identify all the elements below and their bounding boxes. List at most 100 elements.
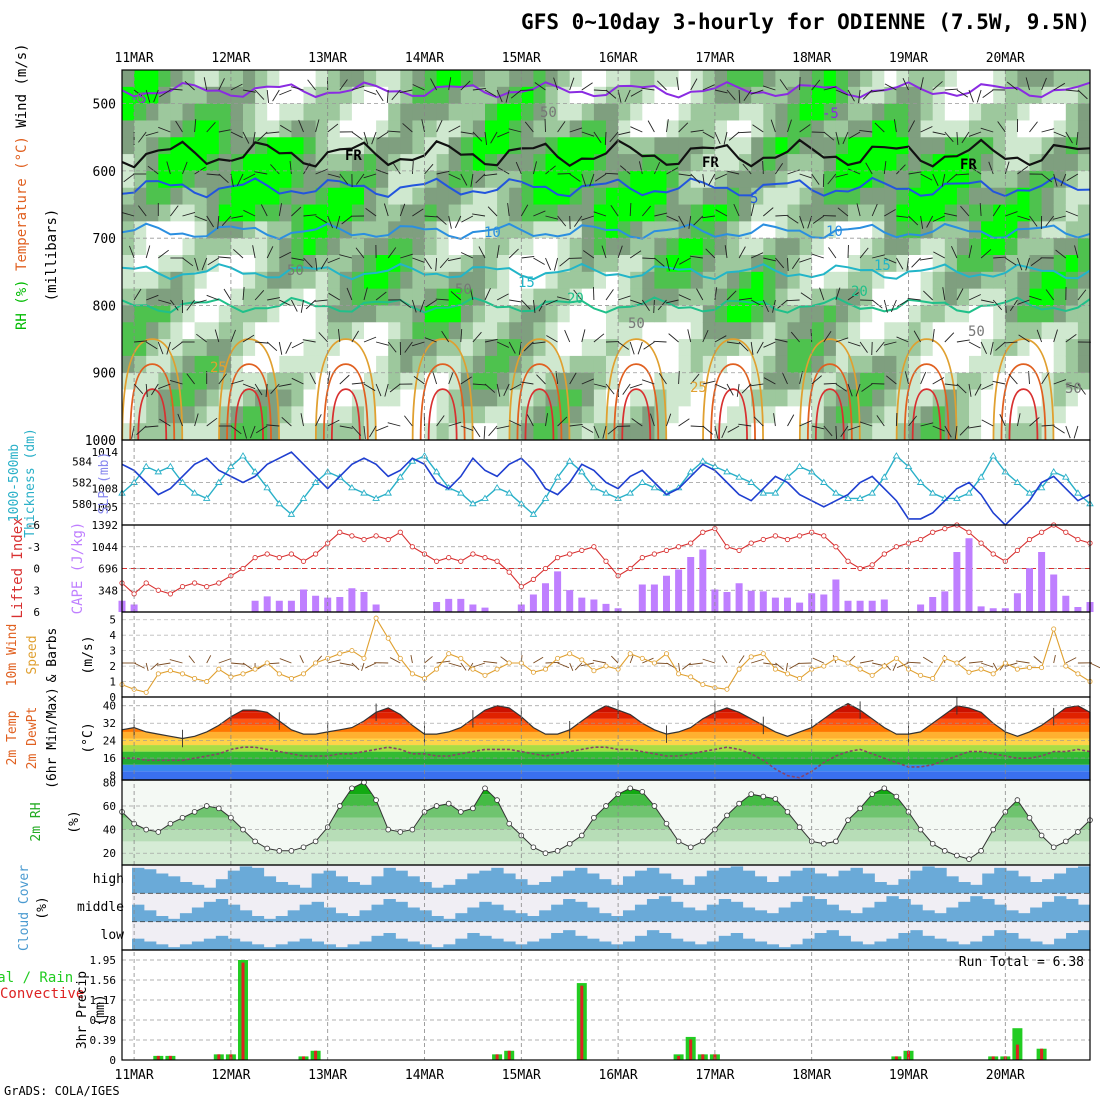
- rh-cell: [642, 389, 655, 407]
- wind-barb: [389, 383, 401, 393]
- wind-barb: [257, 131, 268, 142]
- rh-cell: [291, 271, 304, 290]
- rh-cell: [436, 322, 450, 340]
- wind-barb: [642, 257, 656, 260]
- rh-cell: [255, 103, 268, 121]
- cloud-cell-cloud_high: [587, 873, 600, 894]
- wind10-point: [530, 669, 536, 675]
- rh-cell: [835, 170, 849, 189]
- warm-contour: [121, 338, 184, 441]
- rh-cell: [1017, 137, 1030, 155]
- rh-cell: [896, 86, 909, 105]
- rh-cell: [1017, 339, 1030, 357]
- wind-barb: [762, 160, 764, 175]
- cloud-cell-cloud_high: [862, 873, 875, 894]
- rh-cell: [158, 187, 171, 206]
- rh-cell: [835, 389, 849, 407]
- rh-cell: [799, 322, 813, 340]
- rh-cell: [521, 255, 534, 273]
- rh-cell: [642, 170, 655, 189]
- rh-point: [482, 785, 488, 792]
- rh-cell: [678, 355, 692, 374]
- cloud-cell-cloud_low: [179, 944, 193, 950]
- rh-cell: [1005, 70, 1018, 88]
- rh-cell: [412, 372, 425, 391]
- wind-barb: [363, 336, 377, 343]
- rh-point: [397, 829, 404, 835]
- rh-cell: [618, 255, 631, 273]
- wind-barb: [1041, 128, 1055, 133]
- rh-cell: [315, 372, 329, 391]
- rh-cell: [787, 70, 801, 88]
- rh-cell: [823, 221, 837, 239]
- wind-barb: [138, 205, 147, 217]
- wind10-point: [543, 666, 549, 672]
- rh-cell: [230, 271, 244, 290]
- thickness-point: [505, 489, 513, 496]
- wind-barb: [557, 416, 568, 427]
- warm-contour: [798, 338, 861, 441]
- rh-cell: [981, 221, 994, 239]
- rh-point: [990, 826, 996, 833]
- rh-cell: [775, 154, 788, 172]
- wind-barb: [497, 131, 510, 138]
- wind10-point: [167, 668, 173, 674]
- rh-cell: [557, 204, 571, 222]
- rh-cell: [303, 70, 317, 88]
- wind-barb: [206, 294, 219, 301]
- wind-barb: [690, 373, 700, 385]
- wind-barb: [384, 383, 389, 397]
- cloud-cell-cloud_low: [1018, 938, 1031, 950]
- wind10-barb: [922, 656, 933, 664]
- rh-cell: [593, 372, 607, 391]
- warm-contour: [710, 363, 756, 441]
- cloud-label: Cloud Cover: [17, 865, 32, 951]
- rh-cell: [811, 70, 825, 88]
- wind-barb: [604, 131, 607, 146]
- rh-cell: [279, 372, 292, 391]
- rh-cell: [485, 238, 498, 256]
- rh-cell: [666, 355, 680, 374]
- rh-cell: [1077, 120, 1091, 138]
- wind-barb: [641, 205, 652, 217]
- wind-barb: [786, 299, 800, 302]
- wind10-label-1: Speed: [25, 635, 40, 674]
- li-point: [893, 544, 900, 550]
- rh-cell: [448, 255, 462, 273]
- rh-cell: [920, 423, 934, 441]
- wind-barb: [184, 80, 195, 91]
- cloud-cell-cloud_mid: [587, 907, 600, 922]
- rh-cell: [388, 423, 401, 441]
- wind-barb: [327, 173, 341, 178]
- rh-cell: [908, 322, 922, 340]
- wind-barb: [400, 299, 412, 309]
- cloud-cell-cloud_mid: [323, 907, 336, 922]
- wind-barb: [679, 257, 691, 265]
- wind-barb: [1025, 77, 1030, 91]
- wind-barb: [363, 383, 376, 392]
- wind-barb: [411, 341, 425, 347]
- wind10-point: [664, 651, 670, 657]
- rh-cell: [956, 103, 970, 121]
- rh-cell: [944, 120, 958, 138]
- rh-cell: [1077, 406, 1091, 424]
- wind-barb: [278, 383, 292, 387]
- rh-cell: [206, 339, 220, 357]
- cloud-cell-cloud_low: [455, 938, 468, 950]
- rh-cell: [823, 322, 837, 340]
- rh-cell: [472, 389, 486, 407]
- rh-cell: [981, 423, 994, 441]
- rh-cell: [606, 372, 619, 391]
- rh-cell: [557, 423, 571, 441]
- rh-cell: [303, 204, 317, 222]
- rh-cell: [339, 238, 353, 256]
- cloud-cell-cloud_low: [766, 944, 780, 950]
- wind-barb: [289, 161, 292, 175]
- wind10-point: [724, 686, 730, 692]
- wind10-barb: [448, 662, 462, 668]
- date-label-bottom: 17MAR: [695, 1068, 734, 1083]
- precip-conv-bar: [580, 985, 584, 1060]
- cloud-cell-cloud_high: [994, 867, 1007, 894]
- rh-cell: [1065, 103, 1079, 121]
